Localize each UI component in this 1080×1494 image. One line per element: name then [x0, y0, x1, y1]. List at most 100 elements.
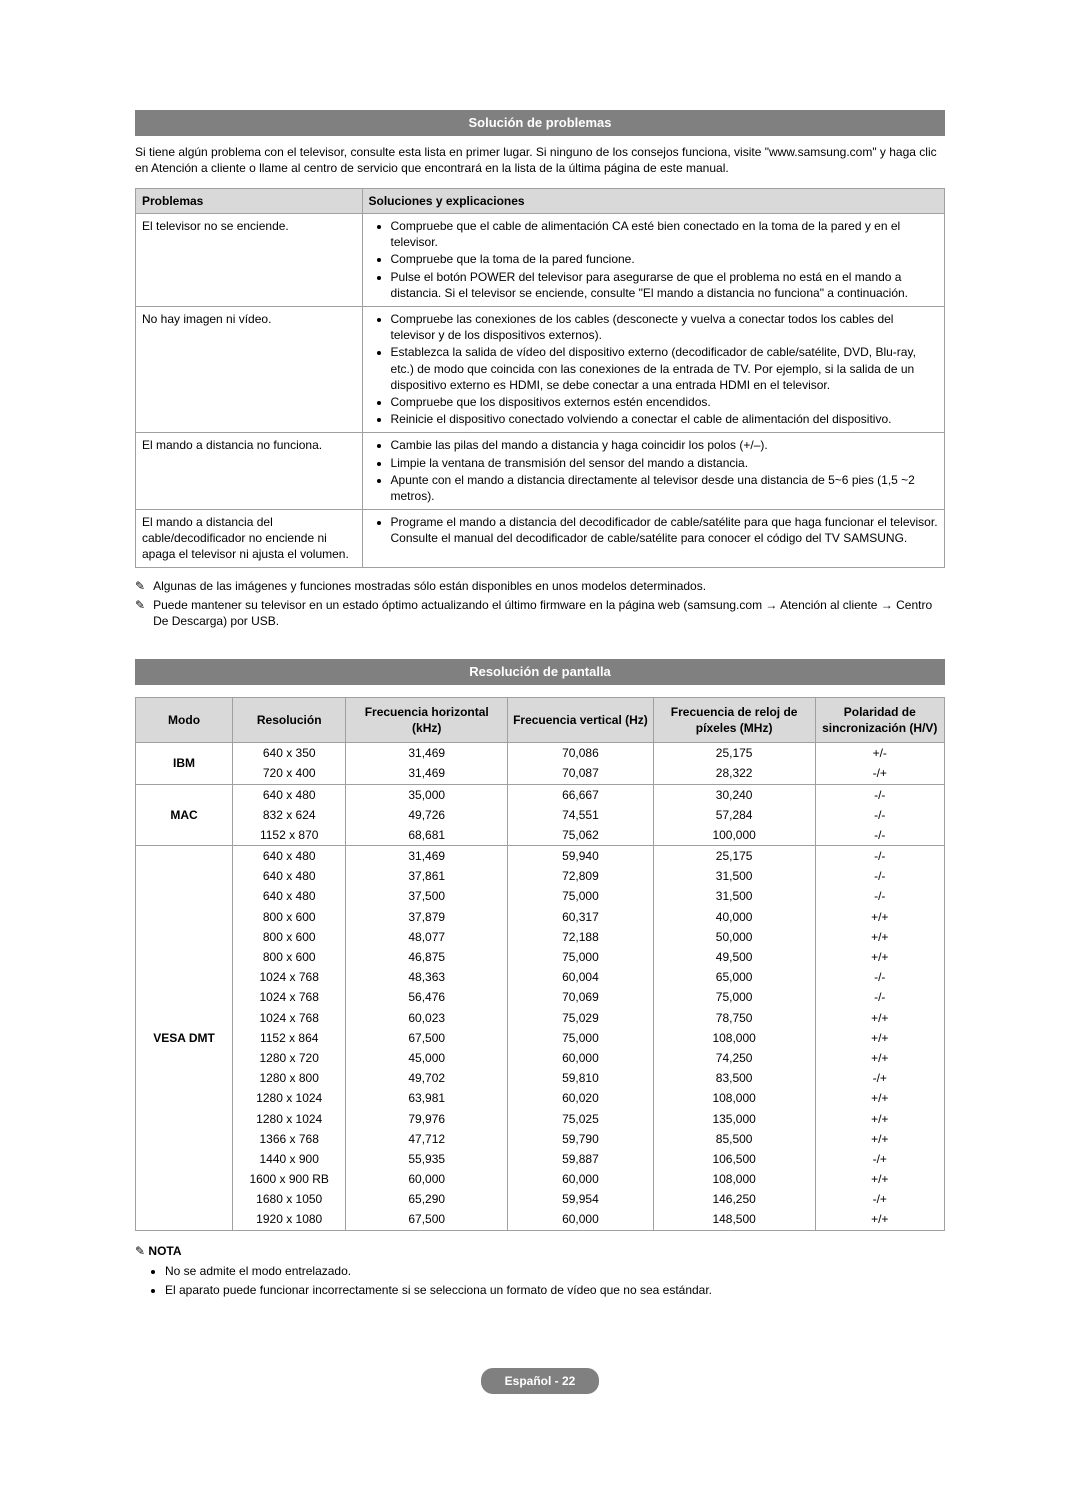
- data-cell: 79,976: [346, 1109, 508, 1129]
- data-cell: 75,000: [653, 987, 815, 1007]
- data-cell: 640 x 480: [233, 846, 346, 867]
- data-cell: -/-: [815, 866, 944, 886]
- data-cell: +/+: [815, 1169, 944, 1189]
- resolution-col-header: Resolución: [233, 697, 346, 742]
- data-cell: 48,077: [346, 927, 508, 947]
- problem-cell: El televisor no se enciende.: [136, 214, 363, 307]
- table-row: 800 x 60048,07772,18850,000+/+: [136, 927, 945, 947]
- table-row: 1152 x 87068,68175,062100,000-/-: [136, 825, 945, 846]
- data-cell: 640 x 350: [233, 743, 346, 764]
- data-cell: -/-: [815, 784, 944, 805]
- solution-item: Compruebe que la toma de la pared funcio…: [391, 251, 938, 267]
- data-cell: 108,000: [653, 1088, 815, 1108]
- data-cell: 800 x 600: [233, 947, 346, 967]
- table-row: 1680 x 105065,29059,954146,250-/+: [136, 1189, 945, 1209]
- hfreq-header: Frecuencia horizontal (kHz): [346, 697, 508, 742]
- data-cell: 1680 x 1050: [233, 1189, 346, 1209]
- data-cell: 50,000: [653, 927, 815, 947]
- table-row: 800 x 60037,87960,31740,000+/+: [136, 907, 945, 927]
- data-cell: 720 x 400: [233, 763, 346, 784]
- data-cell: 832 x 624: [233, 805, 346, 825]
- note-text: Algunas de las imágenes y funciones most…: [153, 578, 945, 594]
- data-cell: 146,250: [653, 1189, 815, 1209]
- table-row: 1024 x 76860,02375,02978,750+/+: [136, 1008, 945, 1028]
- data-cell: 83,500: [653, 1068, 815, 1088]
- troubleshooting-notes: ✎Algunas de las imágenes y funciones mos…: [135, 578, 945, 630]
- table-row: IBM640 x 35031,46970,08625,175+/-: [136, 743, 945, 764]
- data-cell: 59,790: [508, 1129, 654, 1149]
- table-row: No hay imagen ni vídeo.Compruebe las con…: [136, 307, 945, 433]
- data-cell: 70,069: [508, 987, 654, 1007]
- data-cell: 74,250: [653, 1048, 815, 1068]
- table-row: 1280 x 72045,00060,00074,250+/+: [136, 1048, 945, 1068]
- data-cell: 75,062: [508, 825, 654, 846]
- vfreq-header: Frecuencia vertical (Hz): [508, 697, 654, 742]
- data-cell: 60,317: [508, 907, 654, 927]
- solution-item: Cambie las pilas del mando a distancia y…: [391, 437, 938, 453]
- table-row: El mando a distancia del cable/decodific…: [136, 510, 945, 568]
- data-cell: 106,500: [653, 1149, 815, 1169]
- mode-header: Modo: [136, 697, 233, 742]
- data-cell: +/+: [815, 927, 944, 947]
- data-cell: 108,000: [653, 1028, 815, 1048]
- data-cell: 1024 x 768: [233, 1008, 346, 1028]
- data-cell: 60,000: [508, 1048, 654, 1068]
- problems-header: Problemas: [136, 188, 363, 213]
- table-row: VESA DMT640 x 48031,46959,94025,175-/-: [136, 846, 945, 867]
- data-cell: 49,726: [346, 805, 508, 825]
- data-cell: 1440 x 900: [233, 1149, 346, 1169]
- data-cell: 47,712: [346, 1129, 508, 1149]
- page-footer: Español - 22: [135, 1368, 945, 1394]
- data-cell: 85,500: [653, 1129, 815, 1149]
- data-cell: -/-: [815, 805, 944, 825]
- data-cell: 800 x 600: [233, 927, 346, 947]
- solution-item: Limpie la ventana de transmisión del sen…: [391, 455, 938, 471]
- solution-item: Reinicie el dispositivo conectado volvie…: [391, 411, 938, 427]
- footer-language: Español: [505, 1374, 552, 1388]
- data-cell: 65,290: [346, 1189, 508, 1209]
- solution-item: Pulse el botón POWER del televisor para …: [391, 269, 938, 301]
- solution-item: Compruebe que los dispositivos externos …: [391, 394, 938, 410]
- troubleshooting-heading: Solución de problemas: [135, 110, 945, 136]
- data-cell: 800 x 600: [233, 907, 346, 927]
- resolution-table: Modo Resolución Frecuencia horizontal (k…: [135, 697, 945, 1231]
- data-cell: +/+: [815, 1008, 944, 1028]
- data-cell: 46,875: [346, 947, 508, 967]
- data-cell: 640 x 480: [233, 886, 346, 906]
- table-row: 720 x 40031,46970,08728,322-/+: [136, 763, 945, 784]
- data-cell: 148,500: [653, 1209, 815, 1230]
- data-cell: 49,702: [346, 1068, 508, 1088]
- table-row: 832 x 62449,72674,55157,284-/-: [136, 805, 945, 825]
- data-cell: 60,000: [346, 1169, 508, 1189]
- data-cell: 31,469: [346, 846, 508, 867]
- data-cell: 35,000: [346, 784, 508, 805]
- footer-page: 22: [562, 1374, 575, 1388]
- data-cell: 40,000: [653, 907, 815, 927]
- data-cell: 60,020: [508, 1088, 654, 1108]
- problem-cell: El mando a distancia del cable/decodific…: [136, 510, 363, 568]
- data-cell: 31,500: [653, 886, 815, 906]
- data-cell: 70,087: [508, 763, 654, 784]
- data-cell: 640 x 480: [233, 866, 346, 886]
- data-cell: -/-: [815, 825, 944, 846]
- data-cell: -/+: [815, 1189, 944, 1209]
- data-cell: 75,025: [508, 1109, 654, 1129]
- data-cell: 1280 x 720: [233, 1048, 346, 1068]
- problem-cell: No hay imagen ni vídeo.: [136, 307, 363, 433]
- data-cell: +/+: [815, 1109, 944, 1129]
- data-cell: 60,023: [346, 1008, 508, 1028]
- data-cell: 74,551: [508, 805, 654, 825]
- mode-cell: IBM: [136, 743, 233, 784]
- data-cell: 75,000: [508, 947, 654, 967]
- solution-cell: Compruebe las conexiones de los cables (…: [362, 307, 944, 433]
- data-cell: 59,887: [508, 1149, 654, 1169]
- sync-header: Polaridad de sincronización (H/V): [815, 697, 944, 742]
- table-row: 1024 x 76848,36360,00465,000-/-: [136, 967, 945, 987]
- nota-item: El aparato puede funcionar incorrectamen…: [165, 1282, 945, 1298]
- solution-cell: Programe el mando a distancia del decodi…: [362, 510, 944, 568]
- data-cell: 59,954: [508, 1189, 654, 1209]
- data-cell: -/-: [815, 846, 944, 867]
- data-cell: +/+: [815, 1209, 944, 1230]
- table-row: 640 x 48037,86172,80931,500-/-: [136, 866, 945, 886]
- note-line: ✎Algunas de las imágenes y funciones mos…: [135, 578, 945, 594]
